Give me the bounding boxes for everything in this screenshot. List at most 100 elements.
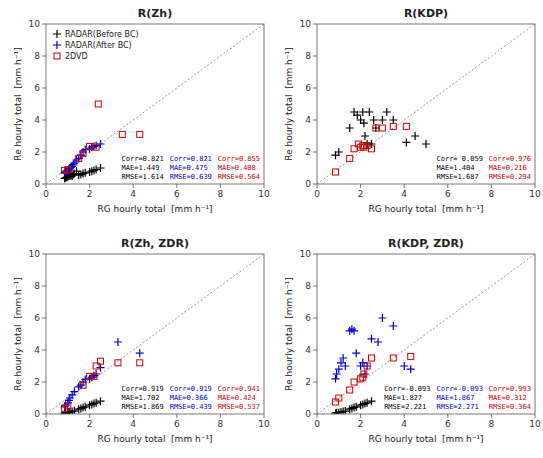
series <box>332 397 376 414</box>
point <box>368 397 376 405</box>
y-tick-label: 8 <box>305 281 311 291</box>
stat-text: Corr=-0.093 <box>436 385 482 393</box>
y-tick-label: 4 <box>305 345 311 355</box>
series <box>333 123 410 175</box>
point <box>407 365 415 373</box>
point <box>373 125 379 131</box>
point <box>378 314 386 322</box>
x-tick <box>264 414 265 418</box>
x-axis-label: RG hourly total [mm h⁻¹] <box>368 204 483 214</box>
stat-text: MAE=1.867 <box>436 394 474 402</box>
x-tick-label: 0 <box>314 189 320 199</box>
reference-line <box>46 24 264 184</box>
point <box>411 132 419 140</box>
y-tick <box>313 382 317 383</box>
point <box>65 403 71 409</box>
x-tick-label: 10 <box>529 419 541 429</box>
x-tick-label: 0 <box>43 419 49 429</box>
y-tick <box>42 382 46 383</box>
x-tick <box>220 184 221 188</box>
point <box>360 119 368 127</box>
stat-text: MAE=1.449 <box>122 164 160 172</box>
plot-marks <box>46 24 264 184</box>
x-tick-label: 6 <box>445 419 451 429</box>
y-tick <box>313 120 317 121</box>
point <box>341 362 349 370</box>
stat-text: MAE=0.424 <box>218 394 256 402</box>
point <box>348 325 356 333</box>
x-tick <box>317 184 318 188</box>
point <box>389 322 397 330</box>
y-tick-label: 4 <box>34 115 40 125</box>
y-tick-label: 0 <box>34 409 40 419</box>
point <box>365 108 373 116</box>
plot-frame <box>317 24 535 184</box>
plot-area <box>46 254 264 414</box>
y-tick <box>42 152 46 153</box>
stat-text: RMSE=2.271 <box>436 403 478 411</box>
stat-text: MAE=0.366 <box>170 394 208 402</box>
point <box>361 132 369 140</box>
point <box>114 338 122 346</box>
point <box>363 399 371 407</box>
legend-label: RADAR(Before BC) <box>65 30 139 39</box>
stat-text: RMSE=0.364 <box>489 403 531 411</box>
point <box>335 148 343 156</box>
point <box>65 167 71 173</box>
point <box>346 124 354 132</box>
y-tick <box>42 56 46 57</box>
y-tick <box>42 286 46 287</box>
plot-area <box>46 24 264 184</box>
stat-text: MAE=0.216 <box>489 164 527 172</box>
panel-title: R(KDP, ZDR) <box>388 237 464 250</box>
y-tick-label: 10 <box>300 249 312 259</box>
y-tick <box>42 184 46 185</box>
point <box>350 327 358 335</box>
stats: Corr=-0.093Corr=-0.093Corr=0.993MAE=1.82… <box>384 385 531 411</box>
x-tick-label: 2 <box>358 419 364 429</box>
point <box>332 375 340 383</box>
y-tick-label: 6 <box>305 83 311 93</box>
point <box>92 166 100 174</box>
point <box>402 138 410 146</box>
series <box>61 397 105 414</box>
legend-marker <box>53 30 61 38</box>
stat-text: RMSE=1.869 <box>122 403 164 411</box>
y-axis-label: Re hourly total [mm h⁻¹] <box>284 277 294 390</box>
legend-marker <box>53 41 61 49</box>
legend-label: RADAR(After BC) <box>65 41 132 50</box>
figure: 02468100246810R(Zh)RG hourly total [mm h… <box>0 0 543 458</box>
y-tick-label: 0 <box>34 179 40 189</box>
x-tick-label: 4 <box>401 189 407 199</box>
legend-label: 2DVD <box>65 52 88 61</box>
stat-text: RMSE=1.614 <box>122 173 164 181</box>
x-tick <box>404 414 405 418</box>
point <box>92 142 100 150</box>
y-tick <box>313 24 317 25</box>
y-tick <box>313 414 317 415</box>
stats: Corr=0.919Corr=0.919Corr=0.941MAE=1.702M… <box>122 385 260 411</box>
stat-text: Corr=0.941 <box>218 385 260 393</box>
point <box>81 169 89 177</box>
y-tick <box>313 254 317 255</box>
x-tick-label: 6 <box>174 419 180 429</box>
point <box>137 360 143 366</box>
point <box>333 370 341 378</box>
x-tick <box>360 184 361 188</box>
stats: Corr=0.821Corr=0.821Corr=0.855MAE=1.449M… <box>122 155 260 181</box>
x-tick-label: 4 <box>401 419 407 429</box>
x-tick-label: 4 <box>130 419 136 429</box>
series <box>332 314 415 383</box>
point <box>363 362 371 370</box>
stat-text: Corr=-0.093 <box>384 385 430 393</box>
point <box>137 131 143 137</box>
point <box>87 373 93 379</box>
y-tick <box>42 254 46 255</box>
point <box>372 124 380 132</box>
point <box>88 167 96 175</box>
x-tick <box>447 414 448 418</box>
y-tick-label: 6 <box>34 83 40 93</box>
point <box>369 146 375 152</box>
stat-text: MAE=0.312 <box>489 394 527 402</box>
series <box>61 140 105 177</box>
